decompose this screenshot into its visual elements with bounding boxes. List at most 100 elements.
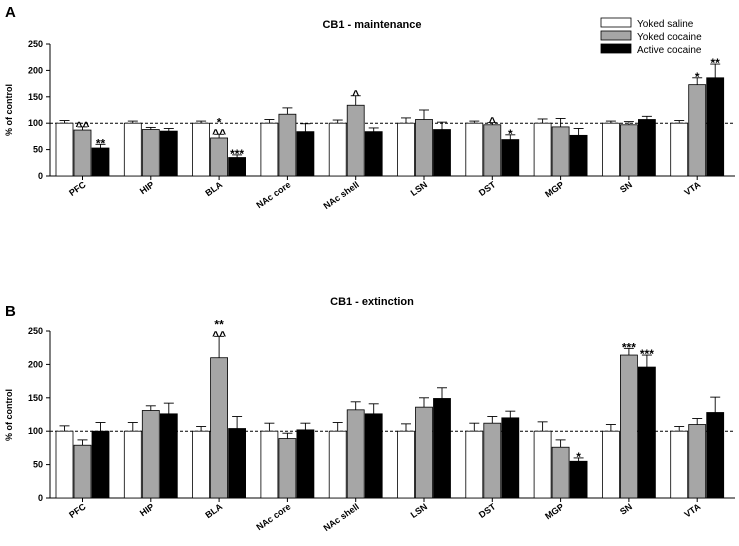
panel-a-category-label-mgp: MGP <box>543 179 566 199</box>
panel-a-category-label-vta: VTA <box>682 179 702 197</box>
panel-b-ytick-label: 100 <box>28 426 43 436</box>
panel-b-bar-yoked-cocaine-vta <box>688 424 707 499</box>
panel-a-bar-yoked-cocaine-hip <box>141 129 160 177</box>
panel-b-category-label-mgp: MGP <box>543 501 566 521</box>
panel-a-bar-yoked-cocaine-pfc <box>73 129 92 177</box>
panel-a-bar-active-cocaine-nac-core <box>296 131 315 177</box>
panel-a-bar-yoked-saline-pfc <box>55 122 74 177</box>
panel-a-category-label-nac-shell: NAc shell <box>322 179 361 211</box>
panel-a-significance-dst: ^ <box>489 115 496 129</box>
panel-a-bar-active-cocaine-sn <box>638 119 656 177</box>
panel-b-label: B <box>5 303 16 320</box>
panel-b-bar-yoked-cocaine-nac-core <box>278 438 297 499</box>
panel-a-bar-active-cocaine-hip <box>159 130 178 177</box>
panel-b-title: CB1 - extinction <box>330 296 414 308</box>
panel-a-bar-active-cocaine-dst <box>501 139 520 177</box>
panel-a-significance-bla: *** <box>230 147 244 161</box>
panel-a-ylabel: % of control <box>4 84 14 136</box>
panel-a-bar-yoked-saline-bla <box>192 122 211 177</box>
panel-b-bar-active-cocaine-hip <box>159 413 178 499</box>
panel-b-chart: 0 50 100 150 200 250 PFC HIP BLA NAc core NAc shel… <box>28 317 735 533</box>
panel-a-ytick-label: 200 <box>28 65 43 75</box>
panel-b-bar-yoked-cocaine-nac-shell <box>346 409 365 499</box>
panel-b-category-label-pfc: PFC <box>67 501 88 520</box>
panel-b-bar-yoked-cocaine-hip <box>141 410 160 499</box>
legend-label-yoked-cocaine: Yoked cocaine <box>637 32 702 43</box>
legend-swatch-yoked-saline <box>600 17 632 28</box>
panel-b-bar-active-cocaine-sn <box>638 366 656 499</box>
panel-a-bar-yoked-saline-nac-core <box>260 122 279 177</box>
legend-swatch-active-cocaine <box>600 43 632 54</box>
panel-a-bar-yoked-saline-mgp <box>533 122 552 177</box>
panel-b-ylabel: % of control <box>4 389 14 441</box>
panel-a-bar-active-cocaine-vta <box>706 77 725 177</box>
panel-b-category-label-nac-core: NAc core <box>254 501 292 532</box>
panel-b-category-label-bla: BLA <box>203 501 224 520</box>
panel-b-bar-active-cocaine-vta <box>706 412 725 499</box>
panel-a-category-label-pfc: PFC <box>67 179 88 198</box>
panel-b-ytick-label: 0 <box>38 493 43 503</box>
panel-a-bar-yoked-saline-hip <box>123 122 142 177</box>
panel-b-bar-yoked-saline-mgp <box>533 430 552 499</box>
panel-a-bar-active-cocaine-nac-shell <box>364 131 383 177</box>
panel-b-significance-sn: *** <box>622 340 636 354</box>
panel-b-category-label-sn: SN <box>618 501 634 516</box>
panel-a-significance-dst: * <box>508 127 513 141</box>
panel-a-bar-yoked-cocaine-sn <box>620 124 638 177</box>
panel-b-bar-active-cocaine-nac-core <box>296 429 315 499</box>
panel-b-bar-yoked-saline-lsn <box>397 430 415 499</box>
panel-b-bar-yoked-saline-vta <box>670 430 689 499</box>
panel-a-bar-yoked-cocaine-vta <box>688 84 707 177</box>
panel-a-category-label-hip: HIP <box>138 179 156 196</box>
legend-swatch-yoked-cocaine <box>600 30 632 41</box>
panel-a-bar-yoked-saline-nac-shell <box>328 122 347 177</box>
panel-a-significance-bla: * <box>217 115 222 129</box>
panel-b-ytick-label: 200 <box>28 359 43 369</box>
panel-b-ytick-label: 150 <box>28 393 43 403</box>
panel-b-category-label-vta: VTA <box>682 501 702 519</box>
panel-a-bar-yoked-cocaine-nac-shell <box>346 104 365 177</box>
panel-b-bar-active-cocaine-mgp <box>569 460 588 499</box>
panel-b-bar-yoked-saline-bla <box>192 430 211 499</box>
panel-a-bar-yoked-cocaine-mgp <box>551 126 570 177</box>
panel-a-ytick-label: 250 <box>28 39 43 49</box>
panel-a-category-label-bla: BLA <box>203 179 224 198</box>
panel-b-category-label-dst: DST <box>477 501 498 520</box>
panel-a-bar-yoked-saline-vta <box>670 122 689 177</box>
panel-b-bar-yoked-cocaine-pfc <box>73 444 92 499</box>
panel-a-title: CB1 - maintenance <box>322 19 421 31</box>
panel-b-significance-sn: *** <box>640 347 654 361</box>
panel-b-bar-yoked-saline-pfc <box>55 430 74 499</box>
panel-b-bar-active-cocaine-bla <box>228 428 247 499</box>
panel-a-significance-pfc: ** <box>96 136 106 150</box>
panel-a-bar-yoked-saline-sn <box>602 122 620 177</box>
panel-b-bar-active-cocaine-lsn <box>433 398 451 499</box>
panel-b-bar-yoked-saline-nac-shell <box>328 430 347 499</box>
panel-b-bar-active-cocaine-nac-shell <box>364 413 383 499</box>
panel-b-bar-yoked-cocaine-lsn <box>415 406 433 499</box>
legend-label-yoked-saline: Yoked saline <box>637 19 694 30</box>
panel-a-significance-nac-shell: ^ <box>352 88 359 102</box>
panel-b-category-label-lsn: LSN <box>409 501 429 520</box>
legend: Yoked saline Yoked cocaine Active cocain… <box>600 17 702 56</box>
panel-a-significance-vta: * <box>695 70 700 84</box>
panel-a-chart: 0 50 100 150 200 250 PFC HIP BLA NAc core NAc shel… <box>28 39 735 211</box>
panel-b-ytick-label: 50 <box>33 460 43 470</box>
panel-b-category-label-nac-shell: NAc shell <box>322 501 361 533</box>
panel-b-bar-yoked-cocaine-mgp <box>551 446 570 499</box>
panel-a-significance-vta: ** <box>711 56 721 70</box>
panel-b-bar-yoked-cocaine-sn <box>620 354 638 499</box>
panel-b-significance-mgp: * <box>576 450 581 464</box>
panel-a-category-label-sn: SN <box>618 179 634 194</box>
panel-a-ytick-label: 0 <box>38 171 43 181</box>
panel-a-ytick-label: 150 <box>28 92 43 102</box>
panel-b-category-label-hip: HIP <box>138 501 156 518</box>
panel-a-bar-yoked-cocaine-bla <box>210 137 229 177</box>
panel-b-bar-active-cocaine-dst <box>501 417 520 499</box>
panel-b-bar-yoked-saline-nac-core <box>260 430 279 499</box>
panel-b-bar-active-cocaine-pfc <box>91 430 110 499</box>
panel-a-significance-pfc: ^^ <box>75 119 89 133</box>
panel-a-category-label-dst: DST <box>477 179 498 198</box>
panel-b-significance-bla: ^^ <box>212 328 226 342</box>
panel-a-bar-yoked-cocaine-lsn <box>415 119 433 177</box>
